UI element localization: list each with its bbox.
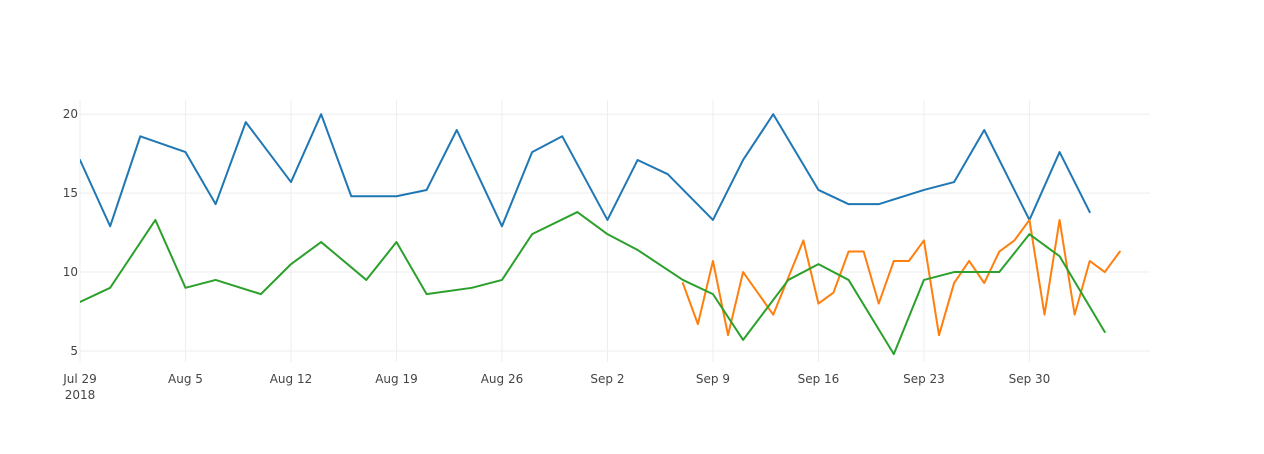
series-layer <box>80 113 1121 356</box>
y-tick-label: 10 <box>63 265 78 279</box>
series-line-3 <box>80 211 1106 356</box>
y-tick-label: 5 <box>70 344 78 358</box>
x-tick-label: Aug 26 <box>481 372 524 386</box>
x-tick-label: Sep 16 <box>798 372 840 386</box>
x-tick-label: Aug 12 <box>270 372 313 386</box>
y-tick-label: 15 <box>63 186 78 200</box>
y-tick-label: 20 <box>63 107 78 121</box>
x-tick-label: Jul 29 <box>62 372 97 386</box>
series-line-1 <box>80 113 1091 228</box>
grid-layer <box>79 100 1150 362</box>
x-tick-label: Sep 23 <box>903 372 945 386</box>
x-tick-label: Aug 5 <box>168 372 203 386</box>
x-tick-label: Aug 19 <box>375 372 418 386</box>
x-tick-label: Sep 2 <box>590 372 624 386</box>
series-line-2 <box>681 218 1121 337</box>
x-axis-ticks: Jul 29 2018 Aug 5 Aug 12 Aug 19 Aug 26 Sep 2 Se… <box>62 372 1050 402</box>
x-tick-label: Sep 30 <box>1009 372 1051 386</box>
x-tick-label: Sep 9 <box>696 372 730 386</box>
x-tick-sublabel: 2018 <box>65 388 96 402</box>
y-axis-ticks: 5 10 15 20 <box>63 107 78 358</box>
